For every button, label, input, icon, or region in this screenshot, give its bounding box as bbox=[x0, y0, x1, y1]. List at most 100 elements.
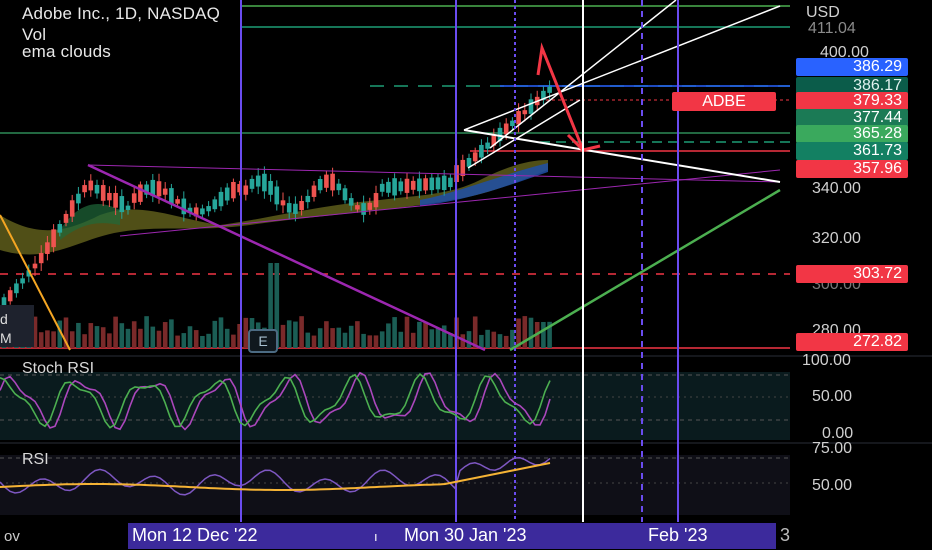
volume-bar bbox=[162, 322, 168, 348]
candle bbox=[336, 183, 342, 191]
candle bbox=[231, 181, 236, 199]
candle bbox=[224, 187, 230, 201]
volume-bar bbox=[355, 321, 360, 348]
time-label: Mon 30 Jan '23 bbox=[404, 525, 527, 545]
volume-bar bbox=[212, 320, 218, 348]
candle bbox=[330, 173, 335, 191]
candle bbox=[249, 178, 255, 189]
stoch-d-line bbox=[0, 372, 551, 429]
rsi-tick: 50.00 bbox=[812, 477, 853, 494]
legend-fragment: M bbox=[0, 330, 12, 346]
candle bbox=[1, 297, 7, 310]
volume-bar bbox=[268, 263, 273, 348]
volume-bar bbox=[348, 325, 354, 348]
stoch-rsi-title[interactable]: Stoch RSI bbox=[22, 360, 95, 377]
volume-bar bbox=[181, 333, 187, 348]
candle bbox=[342, 188, 348, 201]
volume-bar bbox=[286, 320, 292, 348]
volume-bar bbox=[305, 332, 311, 348]
volume-bar bbox=[200, 335, 205, 348]
candle bbox=[107, 192, 112, 201]
candle bbox=[169, 188, 174, 205]
volume-bar bbox=[429, 329, 435, 348]
volume-bar bbox=[435, 328, 441, 348]
candle bbox=[7, 290, 13, 302]
time-label: Mon 12 Dec '22 bbox=[132, 525, 258, 545]
earnings-badge[interactable]: E bbox=[248, 329, 278, 353]
volume-bar bbox=[330, 328, 335, 348]
volume-bar bbox=[541, 322, 546, 348]
candle bbox=[57, 224, 63, 233]
volume-bar bbox=[404, 316, 410, 348]
candle bbox=[218, 191, 224, 207]
volume-bar bbox=[479, 334, 484, 348]
candle bbox=[63, 213, 69, 223]
volume-bar bbox=[293, 321, 298, 348]
rsi-tick: 75.00 bbox=[812, 440, 853, 457]
price-label-current: 379.33 bbox=[796, 92, 908, 110]
indicator-ema[interactable]: ema clouds bbox=[22, 42, 111, 61]
red-arrow bbox=[536, 42, 585, 151]
volume-bar bbox=[398, 331, 404, 348]
ema-cloud-blue bbox=[420, 163, 548, 206]
volume-bar bbox=[150, 326, 156, 348]
candle bbox=[20, 278, 25, 284]
candle bbox=[138, 184, 143, 202]
candle bbox=[479, 144, 484, 158]
candle bbox=[14, 283, 19, 294]
candle bbox=[547, 86, 552, 93]
candle bbox=[379, 183, 385, 192]
volume-bar bbox=[94, 326, 100, 348]
volume-bar bbox=[317, 328, 323, 348]
volume-bar bbox=[280, 324, 286, 348]
volume-bar bbox=[107, 333, 112, 348]
candle bbox=[299, 200, 304, 211]
candle bbox=[119, 196, 125, 213]
candle bbox=[162, 188, 168, 195]
candle bbox=[516, 111, 521, 125]
price-label: 377.44 bbox=[796, 109, 908, 127]
candle bbox=[305, 195, 311, 203]
candle bbox=[193, 207, 199, 217]
candle bbox=[262, 173, 267, 192]
candle bbox=[448, 177, 453, 188]
volume-bar bbox=[193, 330, 199, 348]
volume-bar bbox=[169, 319, 174, 348]
candle bbox=[206, 206, 211, 212]
candle bbox=[32, 263, 38, 269]
candle bbox=[435, 177, 441, 190]
volume-bar bbox=[379, 331, 385, 348]
candle bbox=[348, 198, 354, 206]
volume-bar bbox=[336, 327, 342, 348]
candle bbox=[38, 252, 44, 264]
price-tick: 400.00 bbox=[820, 44, 869, 61]
indicator-vol[interactable]: Vol bbox=[22, 25, 47, 44]
price-tick: 411.04 bbox=[808, 20, 856, 37]
candle bbox=[243, 185, 249, 195]
currency-label: USD bbox=[806, 4, 840, 21]
volume-bar bbox=[392, 317, 397, 348]
candle bbox=[268, 180, 273, 195]
candle bbox=[45, 242, 50, 255]
candle bbox=[280, 200, 286, 206]
stoch-tick: 0.00 bbox=[822, 425, 854, 442]
candle bbox=[398, 181, 404, 192]
symbol-title: Adobe Inc., 1D, NASDAQ bbox=[22, 4, 221, 23]
ema-cloud-green bbox=[60, 204, 120, 240]
volume-bar bbox=[547, 321, 552, 348]
volume-bar bbox=[100, 327, 106, 348]
time-range-highlight bbox=[128, 523, 776, 549]
volume-bar bbox=[57, 320, 63, 348]
price-label: 365.28 bbox=[796, 125, 908, 143]
candle bbox=[150, 179, 156, 197]
rsi-title[interactable]: RSI bbox=[22, 451, 49, 468]
volume-bar bbox=[441, 325, 447, 348]
volume-bar bbox=[138, 328, 143, 348]
candle bbox=[392, 178, 397, 196]
volume-bar bbox=[237, 323, 242, 348]
candle bbox=[200, 208, 205, 215]
stoch-tick: 100.00 bbox=[802, 352, 851, 369]
candle bbox=[528, 99, 534, 114]
volume-bar bbox=[82, 334, 87, 348]
